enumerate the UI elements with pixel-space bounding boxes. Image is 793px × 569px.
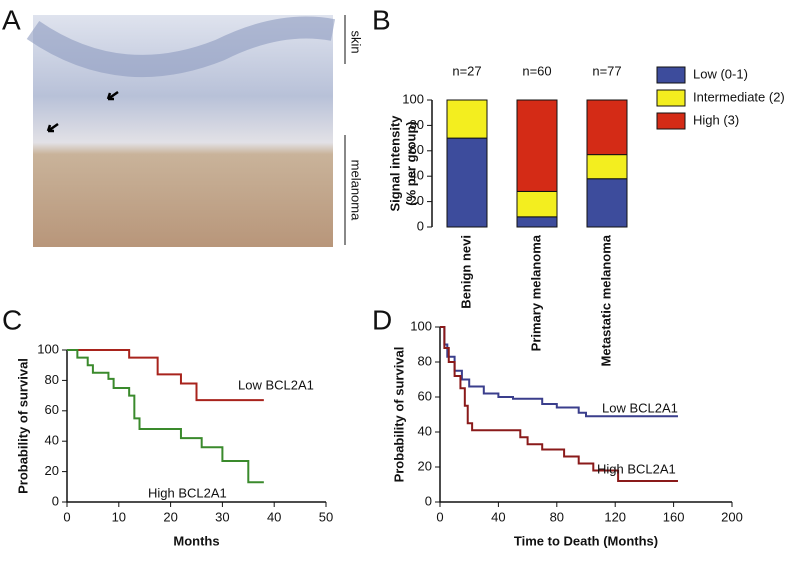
x-tick-label: 40 [267,509,281,524]
x-tick-label: 160 [663,509,685,524]
y-tick-label: 80 [45,372,59,387]
bar-segment [586,99,628,156]
legend-swatch [656,112,686,130]
curve-label: High BCL2A1 [597,461,676,476]
epidermis [26,16,336,77]
legend-label: High (3) [693,112,739,127]
x-tick-label: 10 [112,509,126,524]
x-axis-label: Months [173,533,219,548]
panel-label: A [2,4,21,35]
y-tick-label: 60 [45,402,59,417]
x-tick-label: Primary melanoma [528,234,543,351]
panel-label: B [372,4,391,35]
panel-label: D [372,304,392,335]
y-tick-label: 0 [52,493,59,508]
x-axis-label: Time to Death (Months) [514,533,658,548]
legend-swatch [656,89,686,107]
x-tick-label: 120 [604,509,626,524]
x-tick-label: 80 [550,509,564,524]
panel-a: A skin melanoma [2,4,364,247]
annotation: n=77 [592,63,621,78]
y-tick-label: 100 [402,91,424,106]
x-tick-label: Metastatic melanoma [598,234,613,366]
legend-label: Intermediate (2) [693,89,785,104]
bar-segment [446,99,488,139]
y-tick-label: 40 [410,168,424,183]
bar-segment [446,137,488,228]
y-tick-label: 100 [410,318,432,333]
survival-curve [67,349,264,484]
x-tick-label: 20 [163,509,177,524]
survival-curve [440,326,678,482]
x-tick-label: 0 [63,509,70,524]
y-tick-label: 20 [45,463,59,478]
bar-segment [516,190,558,218]
legend-swatch [656,66,686,84]
arrows [46,90,119,133]
x-tick-label: 30 [215,509,229,524]
y-tick-label: 80 [418,353,432,368]
y-tick-label: 100 [37,341,59,356]
y-tick-label: 20 [410,193,424,208]
x-tick-label: Benign nevi [458,235,473,309]
bar-segment [516,216,558,228]
y-axis-label: Signal intensity [387,115,402,212]
y-tick-label: 0 [425,493,432,508]
annotation: n=60 [522,63,551,78]
bar-segment [586,178,628,228]
skin-label: skin [349,30,364,53]
y-tick-label: 80 [410,117,424,132]
bar-segment [516,99,558,192]
y-tick-label: 20 [418,458,432,473]
legend-label: Low (0-1) [693,66,748,81]
y-axis-label: Probability of survival [391,347,406,483]
survival-curve [67,349,264,402]
melanoma-label: melanoma [349,160,364,221]
bar-segment [586,154,628,180]
annotation: n=27 [452,63,481,78]
x-tick-label: 40 [491,509,505,524]
y-tick-label: 60 [418,388,432,403]
y-axis-label: (% per group) [403,121,418,206]
y-tick-label: 40 [418,423,432,438]
panel-label: C [2,304,22,335]
x-tick-label: 50 [319,509,333,524]
y-axis-label: Probability of survival [15,358,30,494]
y-tick-label: 40 [45,433,59,448]
y-tick-label: 60 [410,142,424,157]
curve-label: Low BCL2A1 [602,400,678,415]
y-tick-label: 0 [417,218,424,233]
x-tick-label: 0 [436,509,443,524]
curve-label: Low BCL2A1 [238,377,314,392]
x-tick-label: 200 [721,509,743,524]
curve-label: High BCL2A1 [148,485,227,500]
